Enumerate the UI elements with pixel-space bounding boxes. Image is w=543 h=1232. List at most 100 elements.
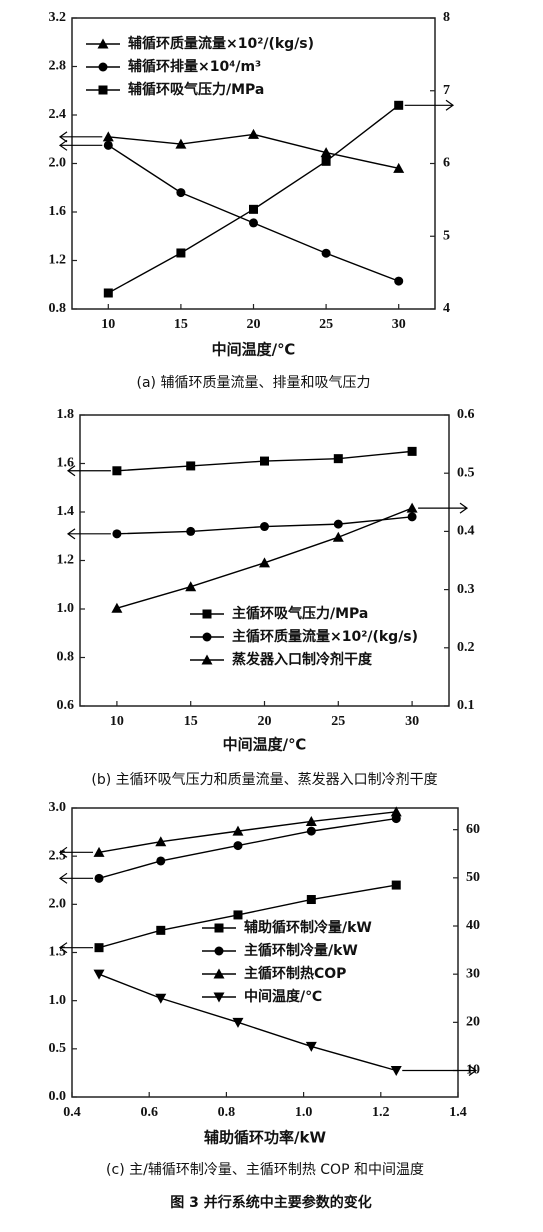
legend-label: 主循环吸气压力/MPa [232, 605, 368, 622]
legend-marker [97, 38, 109, 49]
marker [260, 522, 269, 532]
axis-arrow-head [58, 872, 68, 884]
y2-tick-label: 50 [466, 870, 480, 885]
y-tick-label: 3.2 [49, 10, 67, 25]
x-tick-label: 0.4 [63, 1105, 81, 1120]
y-tick-label: 1.0 [49, 993, 67, 1008]
y-tick-label: 2.0 [49, 156, 67, 171]
y2-tick-label: 30 [466, 966, 480, 981]
marker [306, 895, 316, 905]
y-tick-label: 2.8 [49, 59, 67, 74]
caption: (c) 主/辅循环制冷量、主循环制热 COP 和中间温度 [106, 1162, 424, 1178]
legend-label: 主循环制热COP [244, 965, 346, 982]
legend-marker [213, 992, 225, 1003]
legend-label: 辅循环吸气压力/MPa [128, 81, 264, 98]
x-tick-label: 0.8 [218, 1105, 236, 1120]
y2-tick-label: 20 [466, 1015, 480, 1030]
marker [390, 1066, 402, 1077]
x-tick-label: 0.6 [140, 1105, 158, 1120]
x-tick-label: 30 [392, 317, 406, 332]
y2-tick-label: 0.1 [457, 698, 475, 713]
x-axis-title: 中间温度/℃ [223, 736, 307, 754]
y-tick-label: 0.5 [49, 1041, 67, 1056]
marker [321, 248, 331, 258]
y-tick-label: 2.0 [49, 897, 67, 912]
marker [176, 248, 186, 258]
marker [155, 836, 167, 847]
x-tick-label: 15 [174, 317, 188, 332]
legend-marker [213, 968, 225, 979]
marker [305, 1041, 317, 1052]
y-tick-label: 1.2 [57, 553, 75, 568]
y2-tick-label: 0.2 [457, 640, 475, 655]
axis-arrow-head [459, 502, 469, 514]
x-tick-label: 25 [319, 317, 333, 332]
marker [175, 138, 187, 149]
chart: 10 15 20 25 30 0.6 0.8 1.0 1.2 1.4 1.6 1.8 0.1 0.2 0.3… [57, 407, 475, 788]
series-line [98, 884, 397, 949]
marker [332, 531, 344, 542]
x-tick-label: 25 [331, 714, 345, 729]
legend-marker [202, 632, 212, 642]
axis-arrow-head [468, 1065, 478, 1076]
legend-marker [214, 923, 224, 933]
x-tick-label: 1.4 [449, 1105, 467, 1120]
marker [155, 993, 167, 1004]
y-tick-label: 1.6 [49, 204, 67, 219]
legend-marker [98, 62, 108, 72]
y-tick-label: 0.6 [57, 698, 75, 713]
legend-label: 中间温度/℃ [244, 988, 322, 1005]
marker [306, 826, 316, 836]
x-tick-label: 15 [184, 714, 198, 729]
legend-label: 主循环质量流量×10²/(kg/s) [232, 628, 418, 645]
marker [112, 529, 122, 539]
marker [103, 288, 113, 298]
marker [260, 456, 269, 466]
legend-marker [214, 946, 224, 956]
series-line [98, 817, 397, 879]
marker [390, 806, 402, 817]
x-tick-label: 20 [247, 317, 261, 332]
y-tick-label: 0.8 [57, 650, 75, 665]
caption: (a) 辅循环质量流量、排量和吸气压力 [137, 375, 371, 391]
marker [94, 873, 104, 883]
marker [333, 454, 343, 464]
y-tick-label: 1.2 [49, 253, 67, 268]
chart: 0.4 0.6 0.8 1.0 1.2 1.40.00.51.01.52.02.53.01… [49, 800, 481, 1178]
marker [233, 841, 243, 851]
y2-tick-label: 5 [443, 228, 450, 243]
marker [102, 131, 114, 142]
marker [406, 502, 418, 513]
y-tick-label: 1.4 [57, 504, 75, 519]
marker [94, 943, 104, 953]
y2-tick-label: 6 [443, 156, 450, 171]
figure-title: 图 3 并行系统中主要参数的变化 [170, 1194, 372, 1211]
x-tick-label: 10 [110, 714, 124, 729]
axis-arrow-head [66, 528, 76, 540]
legend-label: 辅循环质量流量×10²/(kg/s) [128, 35, 314, 52]
y-tick-label: 0.8 [49, 301, 67, 316]
marker [186, 461, 196, 471]
marker [259, 557, 270, 568]
x-tick-label: 1.0 [295, 1105, 313, 1120]
legend-label: 蒸发器入口制冷剂干度 [232, 651, 373, 668]
y-tick-label: 1.6 [57, 456, 75, 471]
x-tick-label: 20 [258, 714, 272, 729]
y2-tick-label: 40 [466, 918, 480, 933]
y2-tick-label: 0.4 [457, 524, 475, 539]
legend-label: 主循环制冷量/kW [244, 942, 358, 959]
marker [232, 1017, 244, 1028]
caption: (b) 主循环吸气压力和质量流量、蒸发器入口制冷剂干度 [91, 772, 437, 788]
y2-tick-label: 0.3 [457, 582, 475, 597]
marker [391, 880, 401, 890]
y-tick-label: 1.8 [57, 407, 75, 422]
axis-arrow-head [58, 942, 68, 954]
marker [112, 466, 122, 476]
marker [249, 204, 258, 214]
x-axis-title: 辅助循环功率/kW [204, 1129, 326, 1147]
marker [176, 188, 186, 198]
marker [185, 581, 197, 592]
legend-label: 辅助循环制冷量/kW [244, 919, 372, 936]
marker [232, 825, 244, 836]
